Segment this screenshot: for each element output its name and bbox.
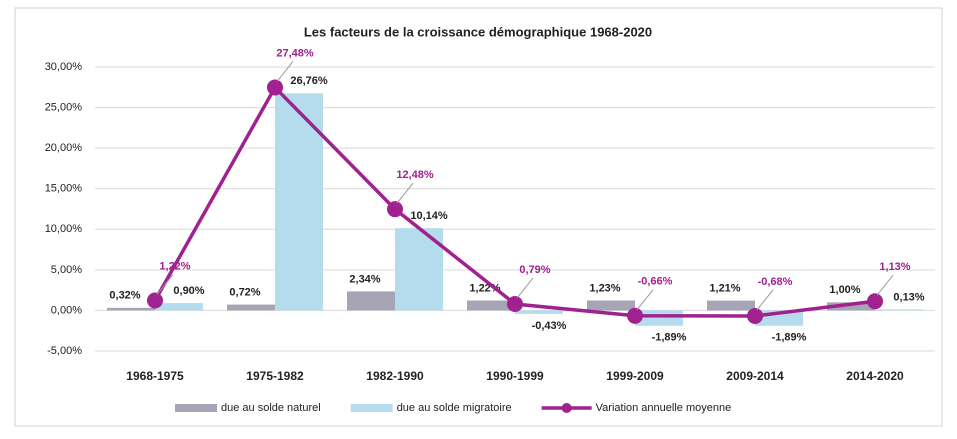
line-data-label: 1,13% — [879, 261, 910, 273]
leader-line — [756, 289, 774, 311]
leader-line — [156, 274, 174, 295]
leader-line — [276, 61, 294, 82]
leader-line — [516, 277, 534, 299]
data-label: 1,23% — [589, 282, 620, 294]
bar — [155, 303, 203, 311]
x-tick-label: 1999-2009 — [606, 369, 664, 383]
data-label: 0,90% — [173, 285, 204, 297]
data-label: -1,89% — [652, 332, 687, 344]
data-label: 0,32% — [109, 290, 140, 302]
y-tick-label: 5,00% — [51, 264, 82, 276]
line-marker — [147, 292, 163, 309]
y-tick-label: 15,00% — [45, 183, 83, 195]
leader-line — [636, 289, 654, 311]
line-data-label: 27,48% — [276, 47, 314, 59]
line-marker — [867, 293, 883, 310]
data-label: 10,14% — [410, 210, 448, 222]
y-tick-label: 0,00% — [51, 304, 82, 316]
y-tick-label: 25,00% — [45, 101, 83, 113]
legend-swatch — [350, 404, 393, 412]
bar — [227, 304, 275, 311]
bar — [347, 291, 395, 311]
line-marker — [627, 307, 643, 324]
legend-label: due au solde migratoire — [397, 402, 512, 414]
x-tick-label: 2009-2014 — [726, 369, 784, 383]
data-label: 26,76% — [290, 75, 328, 87]
bar — [707, 300, 755, 311]
data-label: -1,89% — [772, 332, 807, 344]
data-label: 0,72% — [229, 286, 260, 298]
data-label: 2,34% — [349, 273, 380, 285]
y-tick-label: -5,00% — [47, 345, 82, 357]
bar — [515, 310, 563, 314]
y-tick-label: 10,00% — [45, 223, 83, 235]
legend-swatch-marker — [561, 403, 572, 413]
data-label: 1,00% — [829, 284, 860, 296]
bar — [107, 307, 155, 311]
line-marker — [267, 79, 283, 96]
data-label: 1,21% — [709, 283, 740, 295]
x-tick-label: 2014-2020 — [846, 369, 904, 383]
y-tick-label: 20,00% — [45, 142, 83, 154]
line-data-label: 1,22% — [159, 260, 190, 272]
data-label: 0,13% — [893, 291, 924, 303]
bar — [875, 309, 923, 311]
line-data-label: -0,68% — [758, 276, 793, 288]
legend-swatch — [175, 404, 217, 412]
data-label: -0,43% — [532, 320, 567, 332]
bar — [587, 300, 635, 311]
bar — [827, 302, 875, 311]
chart-title: Les facteurs de la croissance démographi… — [304, 24, 652, 39]
chart-border — [14, 7, 943, 427]
line-marker — [747, 307, 763, 324]
bar — [275, 93, 323, 311]
y-tick-label: 30,00% — [45, 61, 83, 73]
x-tick-label: 1975-1982 — [246, 369, 304, 383]
line-marker — [387, 201, 403, 218]
line-marker — [507, 296, 523, 313]
bar — [467, 300, 515, 311]
x-tick-label: 1982-1990 — [366, 369, 424, 383]
x-tick-label: 1968-1975 — [126, 369, 184, 383]
line-data-label: -0,66% — [638, 276, 673, 288]
leader-line — [876, 274, 894, 296]
legend-label: due au solde naturel — [221, 402, 321, 414]
line-data-label: 12,48% — [396, 169, 434, 181]
leader-line — [396, 182, 414, 204]
legend-label: Variation annuelle moyenne — [596, 402, 732, 414]
x-tick-label: 1990-1999 — [486, 369, 544, 383]
line-data-label: 0,79% — [519, 264, 550, 276]
